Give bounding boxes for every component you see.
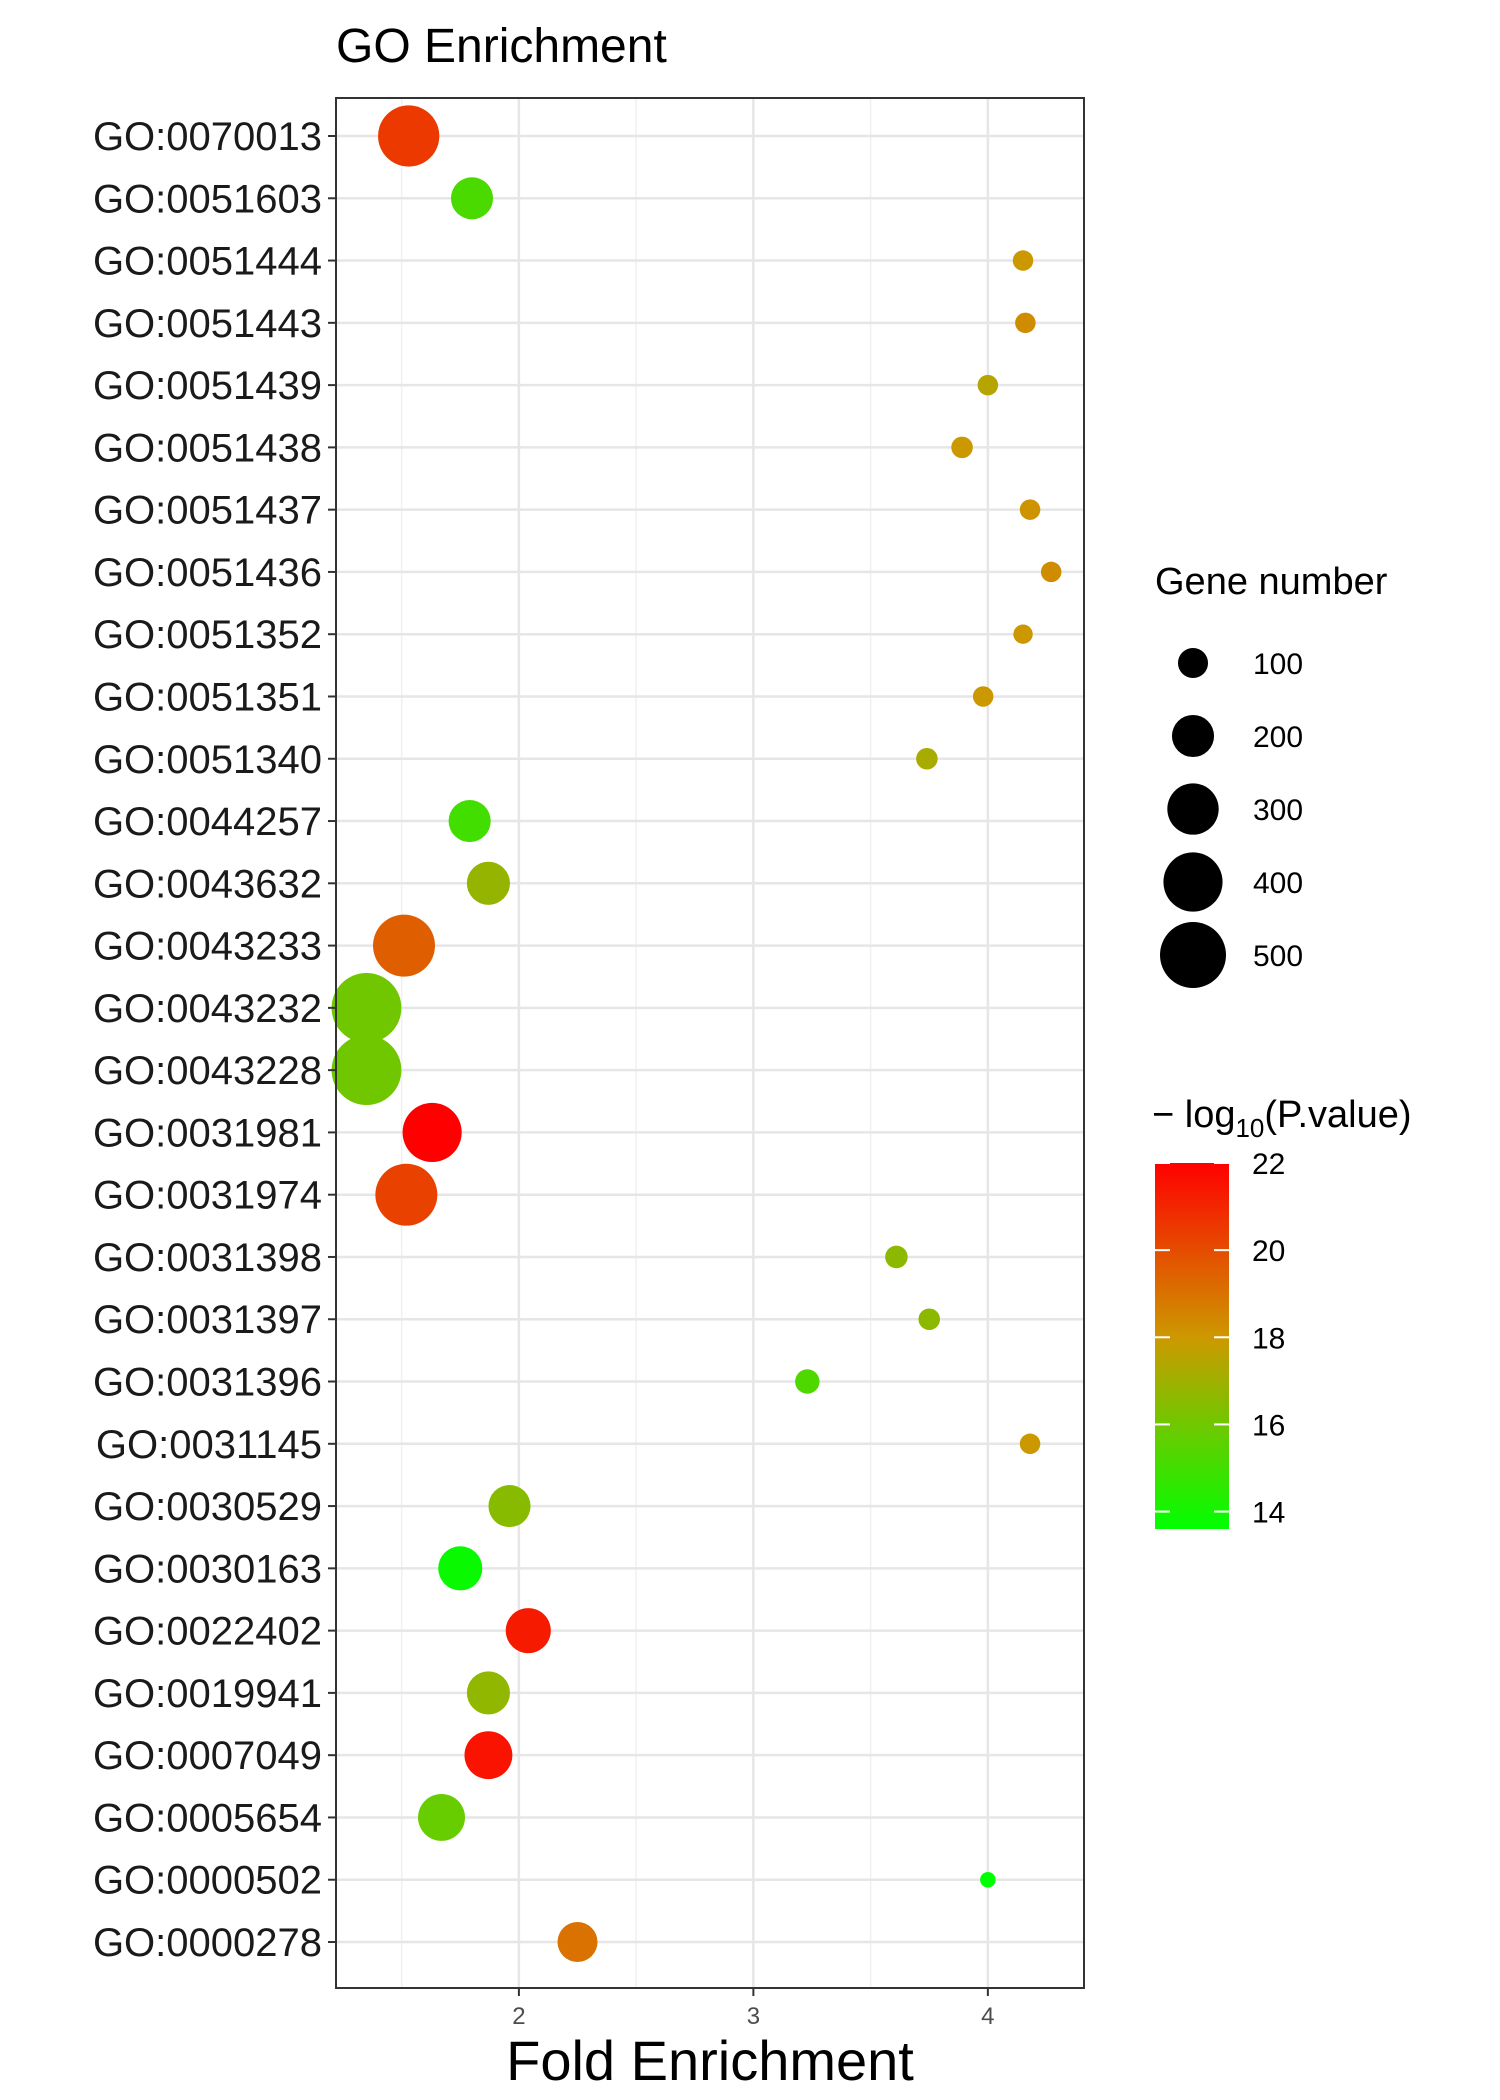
color-legend-title-prefix: − log: [1152, 1094, 1235, 1136]
gridlines: [336, 98, 1084, 1988]
y-tick-label: GO:0051340: [93, 738, 322, 782]
size-legend-label: 300: [1253, 794, 1303, 827]
data-point: [505, 1608, 551, 1654]
colorbar-tick-label: 18: [1252, 1322, 1285, 1355]
data-point: [1040, 561, 1062, 583]
chart-title: GO Enrichment: [336, 20, 667, 73]
color-legend-title-sub: 10: [1235, 1113, 1264, 1143]
y-tick-label: GO:0031145: [96, 1423, 322, 1467]
data-point: [795, 1369, 820, 1394]
y-axis-ticks: GO:0070013 GO:0051603 GO:0051444 GO:0051443…: [93, 115, 336, 1965]
y-tick-label: GO:0051603: [93, 177, 322, 221]
data-point: [1019, 499, 1041, 520]
data-point: [450, 177, 494, 220]
colorbar-tick-label: 22: [1252, 1148, 1285, 1181]
data-point: [448, 799, 491, 843]
y-tick-label: GO:0022402: [93, 1610, 322, 1654]
data-point: [402, 1102, 462, 1162]
x-tick-label: 4: [981, 2003, 994, 2030]
data-point: [972, 686, 994, 707]
data-point: [916, 747, 938, 770]
y-tick-label: GO:0031398: [93, 1236, 322, 1280]
y-tick-label: GO:0051351: [93, 675, 322, 719]
data-point: [1013, 624, 1033, 644]
data-point: [885, 1245, 908, 1269]
colorbar-ticks: 14 16 18 20 22: [1155, 1148, 1285, 1530]
y-tick-label: GO:0051443: [93, 302, 322, 346]
size-legend-items: 100 200 300 400 500: [1160, 647, 1303, 988]
data-point: [1019, 1433, 1041, 1455]
size-legend-label: 100: [1253, 648, 1303, 681]
data-point: [331, 972, 402, 1043]
y-tick-label: GO:0030163: [93, 1547, 322, 1591]
y-tick-label: GO:0043228: [93, 1049, 322, 1093]
data-point: [418, 1793, 465, 1841]
data-point: [980, 1871, 996, 1888]
data-point: [557, 1922, 598, 1962]
y-tick-label: GO:0000278: [93, 1921, 322, 1965]
size-legend-key: [1163, 852, 1223, 912]
y-tick-label: GO:0051436: [93, 551, 322, 595]
plot-panel: [331, 97, 1085, 1989]
panel-background: [336, 98, 1084, 1988]
data-point: [918, 1308, 941, 1331]
y-tick-label: GO:0031974: [93, 1174, 322, 1218]
y-tick-label: GO:0031397: [93, 1298, 322, 1342]
size-legend-key: [1160, 922, 1226, 988]
x-axis-title: Fold Enrichment: [506, 2029, 914, 2092]
size-legend-label: 500: [1253, 940, 1303, 973]
size-legend-title: Gene number: [1155, 561, 1388, 603]
colorbar: [1155, 1163, 1229, 1529]
y-tick-label: GO:0019941: [93, 1672, 322, 1716]
y-tick-label: GO:0070013: [93, 115, 322, 159]
size-legend-key: [1171, 714, 1215, 758]
y-tick-label: GO:0051352: [93, 613, 322, 657]
size-legend-label: 200: [1253, 721, 1303, 754]
data-point: [373, 914, 435, 977]
panel-border: [335, 97, 1085, 1989]
data-point: [331, 1035, 402, 1106]
data-point: [375, 1163, 438, 1226]
colorbar-tick-label: 14: [1252, 1497, 1285, 1530]
y-tick-label: GO:0051437: [93, 489, 322, 533]
data-point: [466, 1671, 510, 1715]
y-tick-label: GO:0043232: [93, 987, 322, 1031]
size-legend-key: [1167, 783, 1219, 835]
data-point: [1015, 312, 1036, 334]
y-tick-label: GO:0051438: [93, 426, 322, 470]
colorbar-tick-label: 16: [1252, 1409, 1285, 1442]
y-tick-label: GO:0031981: [93, 1111, 322, 1155]
y-tick-label: GO:0051439: [93, 364, 322, 408]
color-legend-title: − log10(P.value): [1152, 1094, 1412, 1143]
y-tick-label: GO:0043632: [93, 862, 322, 906]
x-axis-ticks: 2 3 4: [512, 1988, 995, 2030]
y-tick-label: GO:0000502: [93, 1859, 322, 1903]
data-point: [438, 1546, 483, 1591]
y-tick-label: GO:0031396: [93, 1361, 322, 1405]
data-point: [951, 436, 973, 459]
y-tick-label: GO:0007049: [93, 1734, 322, 1778]
color-legend: − log10(P.value) 14 16 18 20 22: [1152, 1094, 1412, 1530]
y-tick-label: GO:0051444: [93, 240, 322, 284]
y-tick-label: GO:0030529: [93, 1485, 322, 1529]
size-legend-label: 400: [1253, 867, 1303, 900]
data-point: [378, 105, 440, 167]
x-tick-label: 3: [747, 2003, 760, 2030]
data-point: [488, 1485, 531, 1528]
y-tick-label: GO:0044257: [93, 800, 322, 844]
data-point: [1012, 250, 1034, 271]
y-tick-label: GO:0043233: [93, 925, 322, 969]
data-point: [464, 1731, 513, 1780]
size-legend-key: [1177, 647, 1209, 679]
size-legend: Gene number 100 200 300 400 500: [1155, 561, 1388, 988]
y-tick-label: GO:0005654: [93, 1796, 322, 1840]
color-legend-title-suffix: (P.value): [1264, 1094, 1411, 1136]
colorbar-tick-label: 20: [1252, 1235, 1285, 1268]
data-point: [977, 374, 999, 396]
x-tick-label: 2: [512, 2003, 525, 2030]
data-point: [466, 861, 510, 905]
data-points: [331, 105, 1062, 1962]
